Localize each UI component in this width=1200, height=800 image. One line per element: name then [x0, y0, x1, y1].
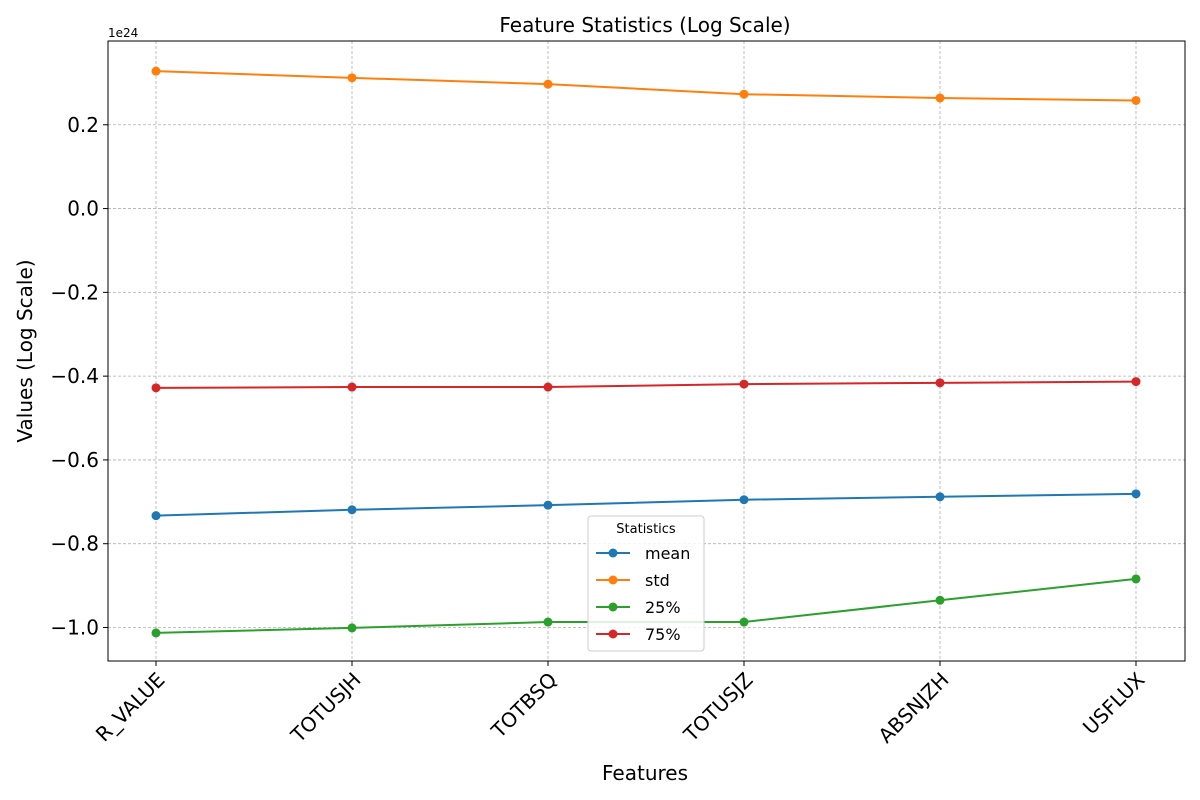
data-point — [1131, 95, 1141, 105]
x-tick-label: USFLUX — [1078, 667, 1150, 739]
x-tick-label: TOTUSJZ — [678, 668, 757, 747]
legend-label: 25% — [645, 598, 681, 617]
y-tick-label: −0.6 — [50, 448, 99, 472]
data-point — [543, 500, 553, 510]
data-point — [543, 382, 553, 392]
data-point — [935, 595, 945, 605]
x-axis-label: Features — [602, 761, 688, 785]
legend-label: mean — [645, 544, 690, 563]
series-line — [155, 380, 1137, 389]
y-offset-label: 1e24 — [108, 26, 138, 40]
series-line — [155, 70, 1137, 102]
data-point — [151, 66, 161, 76]
data-point — [1131, 377, 1141, 387]
data-point — [739, 89, 749, 99]
legend-marker — [608, 548, 618, 558]
legend-marker — [608, 575, 618, 585]
data-point — [739, 495, 749, 505]
y-tick-label: −0.2 — [50, 280, 99, 304]
data-point — [739, 617, 749, 627]
data-point — [1131, 574, 1141, 584]
plot-frame — [107, 40, 1186, 662]
series-line — [155, 492, 1137, 517]
y-tick-label: −1.0 — [50, 615, 99, 639]
x-tick-label: TOTUSJH — [285, 668, 365, 748]
chart-title: Feature Statistics (Log Scale) — [499, 13, 790, 37]
y-axis: −1.0 −0.8 −0.6 −0.4 −0.2 0.0 0.2 — [50, 113, 108, 639]
data-point — [1131, 489, 1141, 499]
data-point — [151, 511, 161, 521]
data-point — [151, 628, 161, 638]
legend-label: std — [645, 571, 670, 590]
legend-marker — [608, 629, 618, 639]
data-point — [347, 623, 357, 633]
x-tick-label: ABSNJZH — [873, 668, 953, 748]
legend-label: 75% — [645, 625, 681, 644]
y-tick-label: −0.8 — [50, 532, 99, 556]
grid — [108, 41, 1185, 661]
x-axis: R_VALUE TOTUSJH TOTBSQ TOTUSJZ ABSNJZH USFLUX — [91, 661, 1150, 748]
y-axis-label: Values (Log Scale) — [13, 259, 37, 442]
legend-title: Statistics — [616, 522, 676, 537]
data-point — [935, 492, 945, 502]
y-tick-label: 0.0 — [67, 197, 99, 221]
data-point — [347, 73, 357, 83]
data-point — [347, 382, 357, 392]
x-tick-label: TOTBSQ — [486, 668, 562, 744]
y-tick-label: 0.2 — [67, 113, 99, 137]
legend-box — [587, 515, 705, 652]
data-point — [543, 79, 553, 89]
data-point — [935, 378, 945, 388]
data-point — [739, 379, 749, 389]
legend: Statistics mean std 25% 75% — [587, 515, 705, 652]
data-point — [151, 383, 161, 393]
data-point — [935, 93, 945, 103]
y-tick-label: −0.4 — [50, 364, 99, 388]
x-tick-label: R_VALUE — [91, 668, 170, 747]
data-point — [347, 505, 357, 515]
data-point — [543, 617, 553, 627]
legend-marker — [608, 602, 618, 612]
